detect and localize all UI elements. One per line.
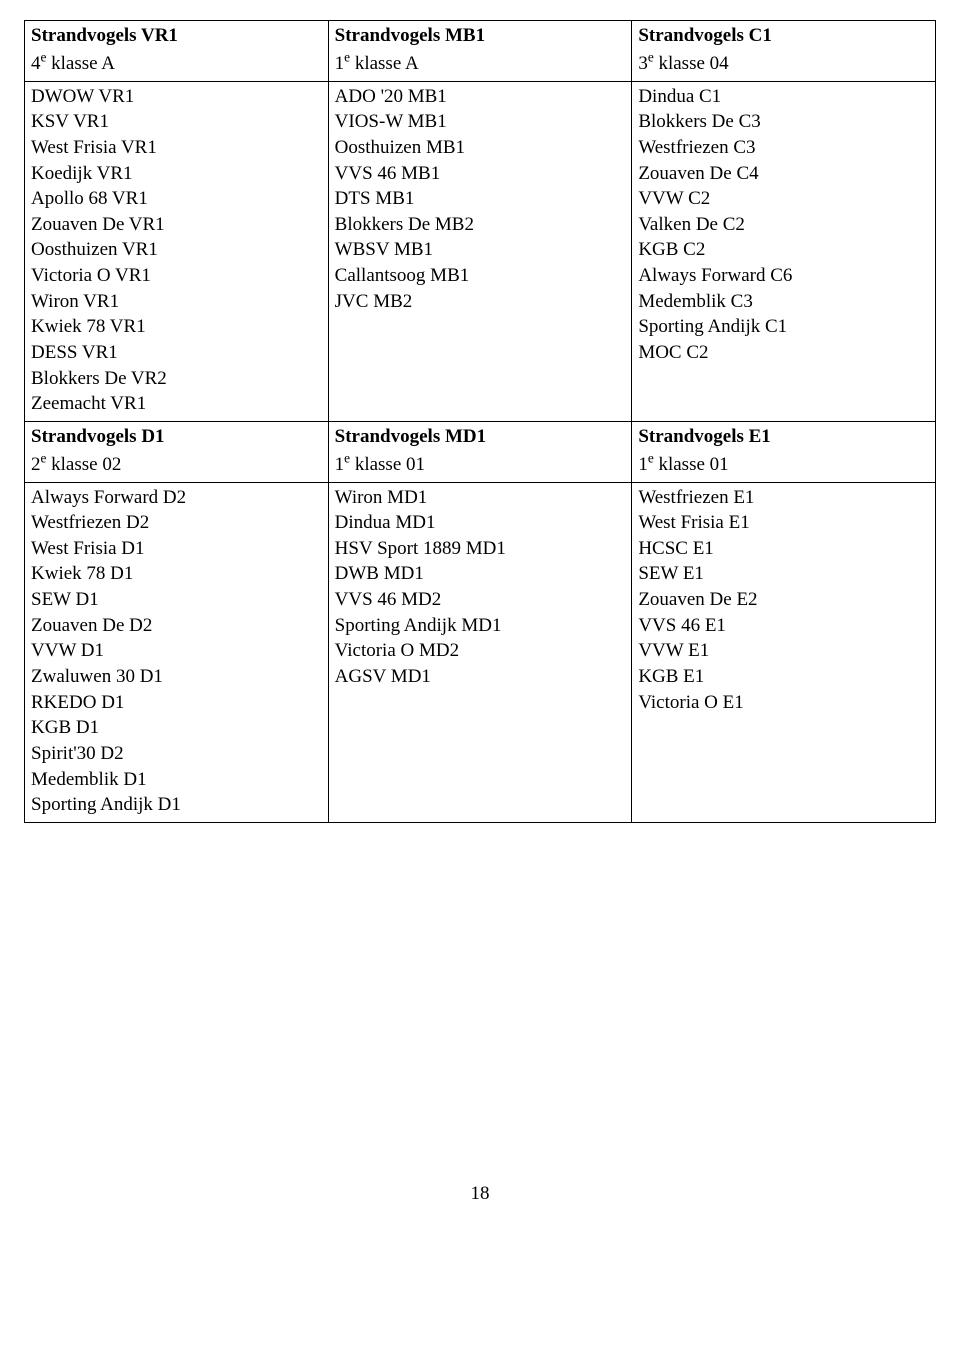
list-item: Sporting Andijk D1 <box>31 792 322 818</box>
list-item: HSV Sport 1889 MD1 <box>335 536 626 562</box>
list-item: Oosthuizen VR1 <box>31 237 322 263</box>
list-item: KSV VR1 <box>31 109 322 135</box>
list-item: Kwiek 78 D1 <box>31 561 322 587</box>
list-item: VVW D1 <box>31 638 322 664</box>
list-item: SEW D1 <box>31 587 322 613</box>
list-cell-e1: Westfriezen E1West Frisia E1HCSC E1SEW E… <box>632 482 936 822</box>
list-item: Oosthuizen MB1 <box>335 135 626 161</box>
header-cell-md1: Strandvogels MD1 1e klasse 01 <box>328 421 632 482</box>
list-item: Kwiek 78 VR1 <box>31 314 322 340</box>
title: Strandvogels C1 <box>638 25 772 46</box>
list-item: Always Forward C6 <box>638 263 929 289</box>
list-item: Sporting Andijk MD1 <box>335 613 626 639</box>
list-item: KGB D1 <box>31 715 322 741</box>
list-item: JVC MB2 <box>335 289 626 315</box>
list-item: Zwaluwen 30 D1 <box>31 664 322 690</box>
header-cell-vr1: Strandvogels VR1 4e klasse A <box>25 21 329 82</box>
list-item: Dindua C1 <box>638 84 929 110</box>
list-cell-vr1: DWOW VR1KSV VR1West Frisia VR1Koedijk VR… <box>25 81 329 421</box>
subtitle: 3e klasse 04 <box>638 53 728 74</box>
subtitle: 1e klasse 01 <box>638 454 728 475</box>
list-item: Westfriezen D2 <box>31 510 322 536</box>
list-item: Medemblik D1 <box>31 767 322 793</box>
list-item: Always Forward D2 <box>31 485 322 511</box>
list-item: Victoria O MD2 <box>335 638 626 664</box>
list-item: Zouaven De E2 <box>638 587 929 613</box>
title: Strandvogels D1 <box>31 426 165 447</box>
list-cell-d1: Always Forward D2Westfriezen D2West Fris… <box>25 482 329 822</box>
list-item: Westfriezen E1 <box>638 485 929 511</box>
subtitle: 2e klasse 02 <box>31 454 121 475</box>
header-cell-mb1: Strandvogels MB1 1e klasse A <box>328 21 632 82</box>
list-item: Blokkers De C3 <box>638 109 929 135</box>
list-item: West Frisia D1 <box>31 536 322 562</box>
list-item: Zeemacht VR1 <box>31 391 322 417</box>
list-item: Zouaven De VR1 <box>31 212 322 238</box>
header-cell-e1: Strandvogels E1 1e klasse 01 <box>632 421 936 482</box>
title: Strandvogels E1 <box>638 426 771 447</box>
list-item: ADO '20 MB1 <box>335 84 626 110</box>
list-item: Medemblik C3 <box>638 289 929 315</box>
subtitle: 4e klasse A <box>31 53 115 74</box>
header-cell-c1: Strandvogels C1 3e klasse 04 <box>632 21 936 82</box>
list-item: Zouaven De D2 <box>31 613 322 639</box>
list-item: Apollo 68 VR1 <box>31 186 322 212</box>
list-item: Koedijk VR1 <box>31 161 322 187</box>
title: Strandvogels MB1 <box>335 25 485 46</box>
title: Strandvogels MD1 <box>335 426 486 447</box>
list-item: Westfriezen C3 <box>638 135 929 161</box>
title: Strandvogels VR1 <box>31 25 178 46</box>
list-item: MOC C2 <box>638 340 929 366</box>
subtitle: 1e klasse 01 <box>335 454 425 475</box>
list-item: AGSV MD1 <box>335 664 626 690</box>
list-item: West Frisia VR1 <box>31 135 322 161</box>
list-item: Blokkers De MB2 <box>335 212 626 238</box>
list-item: VVW C2 <box>638 186 929 212</box>
list-item: VVS 46 MB1 <box>335 161 626 187</box>
list-item: VVS 46 E1 <box>638 613 929 639</box>
list-item: Victoria O E1 <box>638 690 929 716</box>
list-item: Dindua MD1 <box>335 510 626 536</box>
list-cell-c1: Dindua C1Blokkers De C3Westfriezen C3Zou… <box>632 81 936 421</box>
list-item: Blokkers De VR2 <box>31 366 322 392</box>
list-item: WBSV MB1 <box>335 237 626 263</box>
list-item: HCSC E1 <box>638 536 929 562</box>
list-item: Victoria O VR1 <box>31 263 322 289</box>
list-cell-mb1: ADO '20 MB1VIOS-W MB1Oosthuizen MB1VVS 4… <box>328 81 632 421</box>
page-number: 18 <box>24 1183 936 1205</box>
list-item: DESS VR1 <box>31 340 322 366</box>
list-item: RKEDO D1 <box>31 690 322 716</box>
list-item: Wiron MD1 <box>335 485 626 511</box>
list-item: VIOS-W MB1 <box>335 109 626 135</box>
list-item: VVW E1 <box>638 638 929 664</box>
list-item: KGB C2 <box>638 237 929 263</box>
list-item: West Frisia E1 <box>638 510 929 536</box>
header-cell-d1: Strandvogels D1 2e klasse 02 <box>25 421 329 482</box>
list-item: Callantsoog MB1 <box>335 263 626 289</box>
list-item: Valken De C2 <box>638 212 929 238</box>
list-item: DWB MD1 <box>335 561 626 587</box>
subtitle: 1e klasse A <box>335 53 419 74</box>
list-item: DTS MB1 <box>335 186 626 212</box>
list-item: Zouaven De C4 <box>638 161 929 187</box>
list-item: KGB E1 <box>638 664 929 690</box>
list-cell-md1: Wiron MD1Dindua MD1HSV Sport 1889 MD1DWB… <box>328 482 632 822</box>
list-item: Wiron VR1 <box>31 289 322 315</box>
list-item: VVS 46 MD2 <box>335 587 626 613</box>
list-item: Sporting Andijk C1 <box>638 314 929 340</box>
teams-table: Strandvogels VR1 4e klasse A Strandvogel… <box>24 20 936 823</box>
list-item: SEW E1 <box>638 561 929 587</box>
list-item: DWOW VR1 <box>31 84 322 110</box>
list-item: Spirit'30 D2 <box>31 741 322 767</box>
